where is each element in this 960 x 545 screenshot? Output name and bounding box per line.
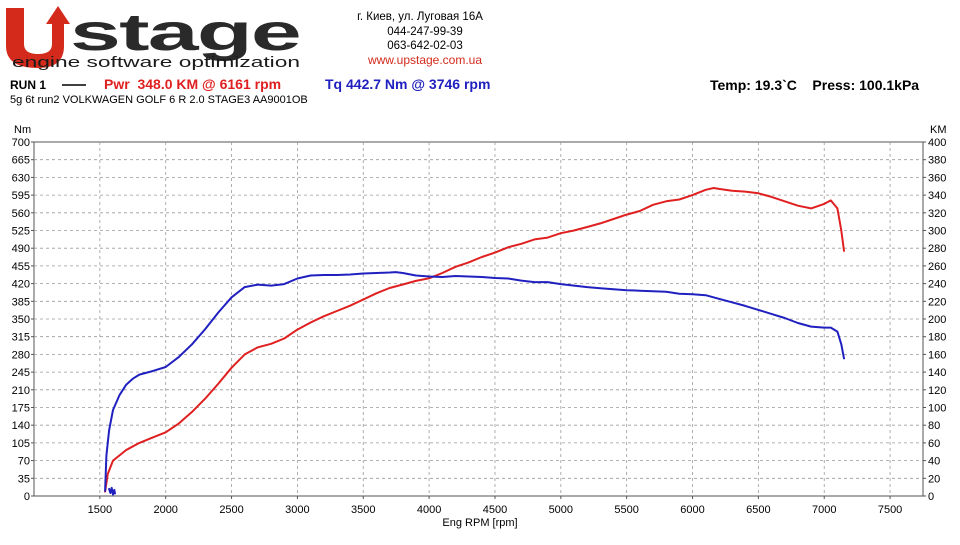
- x-tick-label: 7000: [812, 504, 836, 516]
- left-tick-label: 595: [12, 190, 30, 202]
- right-tick-label: 220: [928, 296, 946, 308]
- logo-u-mark: [6, 6, 70, 68]
- right-tick-label: 200: [928, 314, 946, 326]
- conditions-text: Temp: 19.3`C Press: 100.1kPa: [710, 77, 919, 93]
- x-tick-label: 2000: [153, 504, 177, 516]
- right-tick-label: 400: [928, 137, 946, 149]
- x-tick-label: 7500: [878, 504, 902, 516]
- right-tick-label: 140: [928, 367, 946, 379]
- left-tick-label: 245: [12, 367, 30, 379]
- left-tick-label: 630: [12, 172, 30, 184]
- y-left-axis-label: Nm: [14, 124, 31, 136]
- grid-lines: [34, 142, 923, 496]
- right-tick-label: 0: [928, 491, 934, 503]
- y-right-axis-label: KM: [930, 124, 947, 136]
- x-tick-label: 2500: [219, 504, 243, 516]
- left-tick-label: 525: [12, 226, 30, 238]
- right-tick-label: 20: [928, 473, 940, 485]
- right-tick-label: 240: [928, 279, 946, 291]
- torque-summary: Tq 442.7 Nm @ 3746 rpm: [325, 76, 490, 92]
- left-tick-label: 140: [12, 420, 30, 432]
- right-tick-label: 100: [928, 403, 946, 415]
- left-tick-label: 70: [18, 456, 30, 468]
- x-tick-label: 4000: [417, 504, 441, 516]
- left-tick-label: 35: [18, 473, 30, 485]
- x-tick-label: 1500: [88, 504, 112, 516]
- left-tick-label: 385: [12, 296, 30, 308]
- right-tick-label: 40: [928, 456, 940, 468]
- left-tick-label: 105: [12, 438, 30, 450]
- x-tick-label: 3000: [285, 504, 309, 516]
- left-tick-label: 315: [12, 332, 30, 344]
- run-label: RUN 1: [10, 78, 46, 92]
- x-axis: 1500 2000 2500 3000 3500 4000 4500 5000 5500 6000…: [88, 496, 902, 516]
- left-tick-label: 560: [12, 208, 30, 220]
- series-lines: [104, 187, 845, 496]
- x-tick-label: 6000: [680, 504, 704, 516]
- right-tick-label: 340: [928, 190, 946, 202]
- phone-1: 044-247-99-39: [387, 26, 462, 38]
- left-tick-label: 700: [12, 137, 30, 149]
- torque-curve-start: [108, 486, 116, 496]
- upstage-logo: stage engine software optimization: [6, 4, 301, 71]
- right-axis: 0 20 40 60 80 100 120 140 160 180 200 220 240 260 280 3…: [923, 137, 946, 503]
- left-tick-label: 280: [12, 349, 30, 361]
- phone-2: 063-642-02-03: [387, 40, 462, 52]
- left-tick-label: 350: [12, 314, 30, 326]
- website-link[interactable]: www.upstage.com.ua: [367, 53, 482, 67]
- left-tick-label: 420: [12, 279, 30, 291]
- right-tick-label: 60: [928, 438, 940, 450]
- x-axis-label: Eng RPM [rpm]: [442, 517, 517, 529]
- right-tick-label: 80: [928, 420, 940, 432]
- right-tick-label: 300: [928, 226, 946, 238]
- logo-wordmark: stage: [70, 4, 300, 62]
- logo-tagline: engine software optimization: [12, 54, 300, 71]
- power-summary: Pwr 348.0 KM @ 6161 rpm: [104, 76, 281, 92]
- x-tick-label: 4500: [483, 504, 507, 516]
- x-tick-label: 6500: [746, 504, 770, 516]
- left-tick-label: 455: [12, 261, 30, 273]
- x-tick-label: 5500: [614, 504, 638, 516]
- left-tick-label: 175: [12, 403, 30, 415]
- run-description: 5g 6t run2 VOLKWAGEN GOLF 6 R 2.0 STAGE3…: [10, 94, 308, 106]
- right-tick-label: 360: [928, 172, 946, 184]
- left-axis: 0 35 70 105 140 175 210 245 280 315 350 385 420 455 49…: [12, 137, 34, 503]
- left-tick-label: 490: [12, 243, 30, 255]
- x-tick-label: 3500: [351, 504, 375, 516]
- right-tick-label: 120: [928, 385, 946, 397]
- right-tick-label: 160: [928, 349, 946, 361]
- address-text: г. Киев, ул. Луговая 16А: [357, 11, 483, 23]
- right-tick-label: 380: [928, 155, 946, 167]
- left-tick-label: 210: [12, 385, 30, 397]
- left-tick-label: 665: [12, 155, 30, 167]
- torque-curve: [104, 271, 845, 492]
- power-curve: [104, 187, 845, 493]
- right-tick-label: 260: [928, 261, 946, 273]
- right-tick-label: 280: [928, 243, 946, 255]
- right-tick-label: 320: [928, 208, 946, 220]
- x-tick-label: 5000: [549, 504, 573, 516]
- right-tick-label: 180: [928, 332, 946, 344]
- left-tick-label: 0: [24, 491, 30, 503]
